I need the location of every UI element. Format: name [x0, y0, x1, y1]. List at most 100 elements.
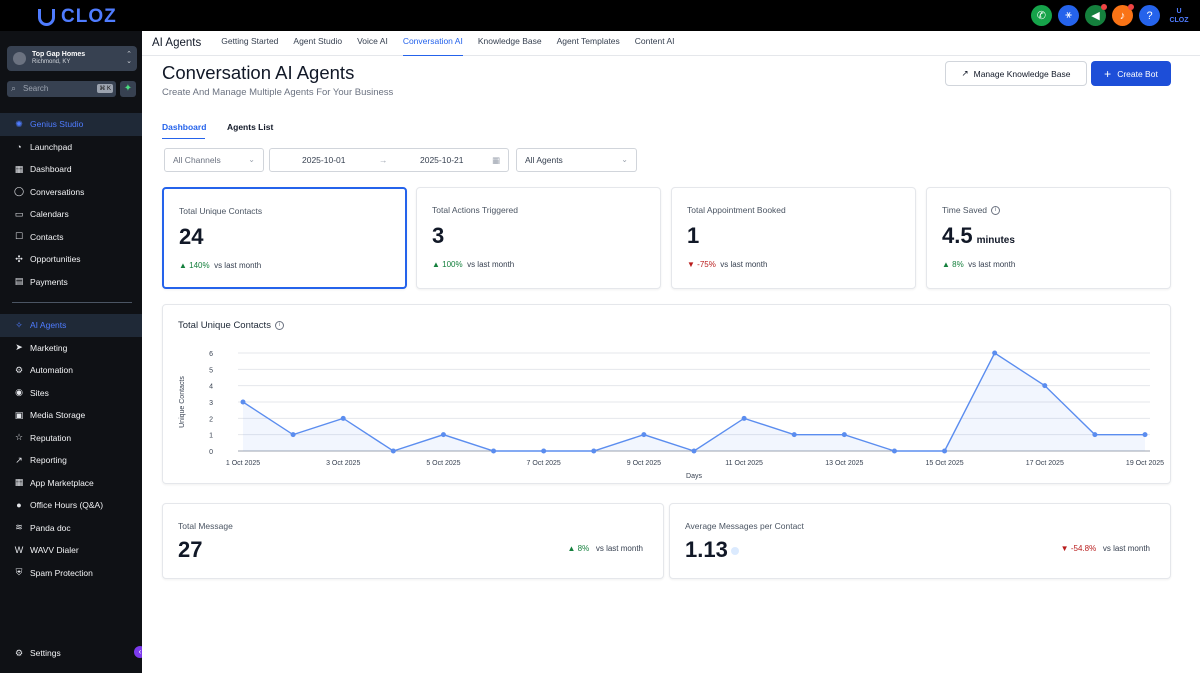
chevron-down-icon: ⌄ — [621, 155, 628, 164]
location-switcher[interactable]: Top Gap Homes Richmond, KY ⌃ ⌄ — [7, 46, 137, 71]
y-axis-label: Unique Contacts — [179, 376, 186, 428]
y-tick-label: 1 — [209, 433, 213, 440]
search-input[interactable]: ⌕ Search ⌘ K — [7, 81, 116, 97]
date-start: 2025-10-01 — [302, 155, 346, 165]
plus-icon: + — [1104, 66, 1112, 81]
nav-icon: ▣ — [14, 409, 24, 420]
subtab-agents-list[interactable]: Agents List — [227, 122, 274, 132]
info-icon[interactable]: i — [274, 320, 284, 330]
x-tick-label: 1 Oct 2025 — [226, 460, 260, 467]
agents-select[interactable]: All Agents ⌄ — [516, 148, 637, 172]
manage-knowledge-base-button[interactable]: ↗ Manage Knowledge Base — [945, 61, 1087, 86]
brand-mini-logo: U CLOZ — [1169, 7, 1189, 24]
tab-voice-ai[interactable]: Voice AI — [357, 35, 388, 46]
tab-agent-templates[interactable]: Agent Templates — [556, 35, 620, 46]
data-point — [1142, 432, 1148, 438]
sidebar-item-spam-protection[interactable]: ⛨ Spam Protection — [0, 562, 142, 585]
data-point — [440, 432, 446, 438]
stat-card[interactable]: Total Actions Triggered 3 ▲ 100% vs last m… — [416, 187, 661, 289]
shortcut-badge: ⌘ K — [97, 84, 113, 93]
stat-card[interactable]: Total Message 27 ▲ 8% vs last month — [162, 503, 664, 579]
nav-icon: ↗ — [15, 454, 23, 465]
sidebar-item-app-marketplace[interactable]: ▦ App Marketplace — [0, 472, 142, 495]
tab-getting-started[interactable]: Getting Started — [221, 35, 279, 46]
external-link-icon: ↗ — [961, 68, 969, 78]
location-city: Richmond, KY — [32, 59, 71, 65]
sidebar-item-launchpad[interactable]: ◔ Launchpad — [0, 136, 142, 159]
notification-dot — [1128, 4, 1134, 10]
triangle-up-icon: ▲ — [942, 260, 950, 269]
nav-icon: ⛨ — [15, 567, 23, 578]
x-tick-label: 5 Oct 2025 — [426, 460, 460, 467]
tab-agent-studio[interactable]: Agent Studio — [293, 35, 343, 46]
sidebar-item-wavv-dialer[interactable]: W WAVV Dialer — [0, 539, 142, 562]
stat-change: ▲ 8% vs last month — [942, 260, 1016, 269]
subtab-dashboard[interactable]: Dashboard — [162, 122, 207, 132]
sidebar-item-label: Payments — [30, 276, 68, 287]
network-icon[interactable]: ⚹ — [1058, 5, 1079, 26]
sidebar-item-label: Media Storage — [30, 410, 86, 421]
sparkle-icon — [730, 547, 739, 556]
tab-knowledge-base[interactable]: Knowledge Base — [477, 35, 542, 46]
quick-action-icon[interactable]: ✦ — [120, 81, 136, 97]
data-point — [891, 448, 897, 454]
sidebar-item-sites[interactable]: ◉ Sites — [0, 382, 142, 405]
chevron-updown-icon: ⌃ ⌄ — [126, 51, 132, 65]
y-tick-label: 2 — [209, 416, 213, 423]
sidebar-item-settings[interactable]: ⚙ Settings ‹ — [0, 642, 146, 665]
sidebar-item-automation[interactable]: ⚙ Automation — [0, 359, 142, 382]
x-axis-label: Days — [686, 473, 702, 480]
tab-content-ai[interactable]: Content AI — [634, 35, 675, 46]
stat-value: 27 — [178, 537, 203, 562]
sidebar-item-reporting[interactable]: ↗ Reporting — [0, 449, 142, 472]
data-point — [691, 448, 697, 454]
sidebar-item-payments[interactable]: ▤ Payments — [0, 271, 142, 294]
nav-icon: ☐ — [14, 231, 24, 242]
stat-card[interactable]: Total Appointment Booked 1 ▼ -75% vs last … — [671, 187, 916, 289]
section-title: AI Agents — [152, 37, 202, 49]
sidebar-item-calendars[interactable]: ▭ Calendars — [0, 203, 142, 226]
sidebar-item-media-storage[interactable]: ▣ Media Storage — [0, 404, 142, 427]
date-range-picker[interactable]: 2025-10-01 → 2025-10-21 ▦ — [269, 148, 509, 172]
location-avatar — [13, 52, 26, 65]
x-tick-label: 9 Oct 2025 — [627, 460, 661, 467]
nav-icon: ▭ — [14, 208, 24, 219]
location-name: Top Gap Homes — [32, 51, 86, 58]
data-point — [1092, 432, 1098, 438]
info-icon[interactable]: i — [991, 206, 1001, 216]
data-point — [591, 448, 597, 454]
sidebar-item-dashboard[interactable]: ▦ Dashboard — [0, 158, 142, 181]
x-tick-label: 13 Oct 2025 — [825, 460, 863, 467]
stat-card[interactable]: Total Unique Contacts 24 ▲ 140% vs last mo… — [162, 187, 407, 289]
tab-conversation-ai[interactable]: Conversation AI — [402, 31, 463, 56]
sidebar-item-contacts[interactable]: ☐ Contacts — [0, 226, 142, 249]
help-icon[interactable]: ? — [1139, 5, 1160, 26]
sidebar-item-ai-agents[interactable]: ✧ AI Agents — [0, 314, 142, 337]
phone-icon[interactable]: ✆ — [1031, 5, 1052, 26]
brand-logo[interactable]: CLOZ — [38, 6, 117, 28]
triangle-up-icon: ▲ — [567, 544, 576, 553]
sidebar-item-reputation[interactable]: ☆ Reputation — [0, 427, 142, 450]
sidebar-item-label: Contacts — [30, 231, 64, 242]
sidebar-item-opportunities[interactable]: ✣ Opportunities — [0, 248, 142, 271]
triangle-down-icon: ▼ — [687, 260, 695, 269]
sidebar-item-marketing[interactable]: ➤ Marketing — [0, 337, 142, 360]
sidebar-item-panda-doc[interactable]: ≋ Panda doc — [0, 517, 142, 540]
megaphone-icon[interactable]: ◀ — [1085, 4, 1107, 26]
triangle-down-icon: ▼ — [1060, 544, 1069, 553]
data-point — [390, 448, 396, 454]
stat-card[interactable]: Time Saved i 4.5 minutes ▲ 8% vs last month — [926, 187, 1171, 289]
nav-icon: ⚙ — [14, 364, 24, 375]
sidebar-item-office-hours-q-a[interactable]: ● Office Hours (Q&A) — [0, 494, 142, 517]
data-point — [491, 448, 497, 454]
sidebar-item-conversations[interactable]: ◯ Conversations — [0, 181, 142, 204]
nav-icon: ◔ — [16, 141, 22, 152]
chevron-down-icon: ⌄ — [248, 155, 255, 164]
create-bot-button[interactable]: + Create Bot — [1091, 61, 1171, 86]
sidebar-item-genius-studio[interactable]: ✺ Genius Studio — [0, 113, 142, 136]
stat-card[interactable]: Average Messages per Contact 1.13 ▼ -54.8%… — [669, 503, 1171, 579]
line-chart: 0 1 2 3 4 5 6 1 Oct 2025 3 Oct 2025 5 Oct 2025 7 O… — [179, 350, 1164, 480]
bell-icon[interactable]: ♪ — [1112, 4, 1134, 26]
stat-change: ▲ 100% vs last month — [432, 260, 515, 269]
channels-select[interactable]: All Channels ⌄ — [164, 148, 264, 172]
